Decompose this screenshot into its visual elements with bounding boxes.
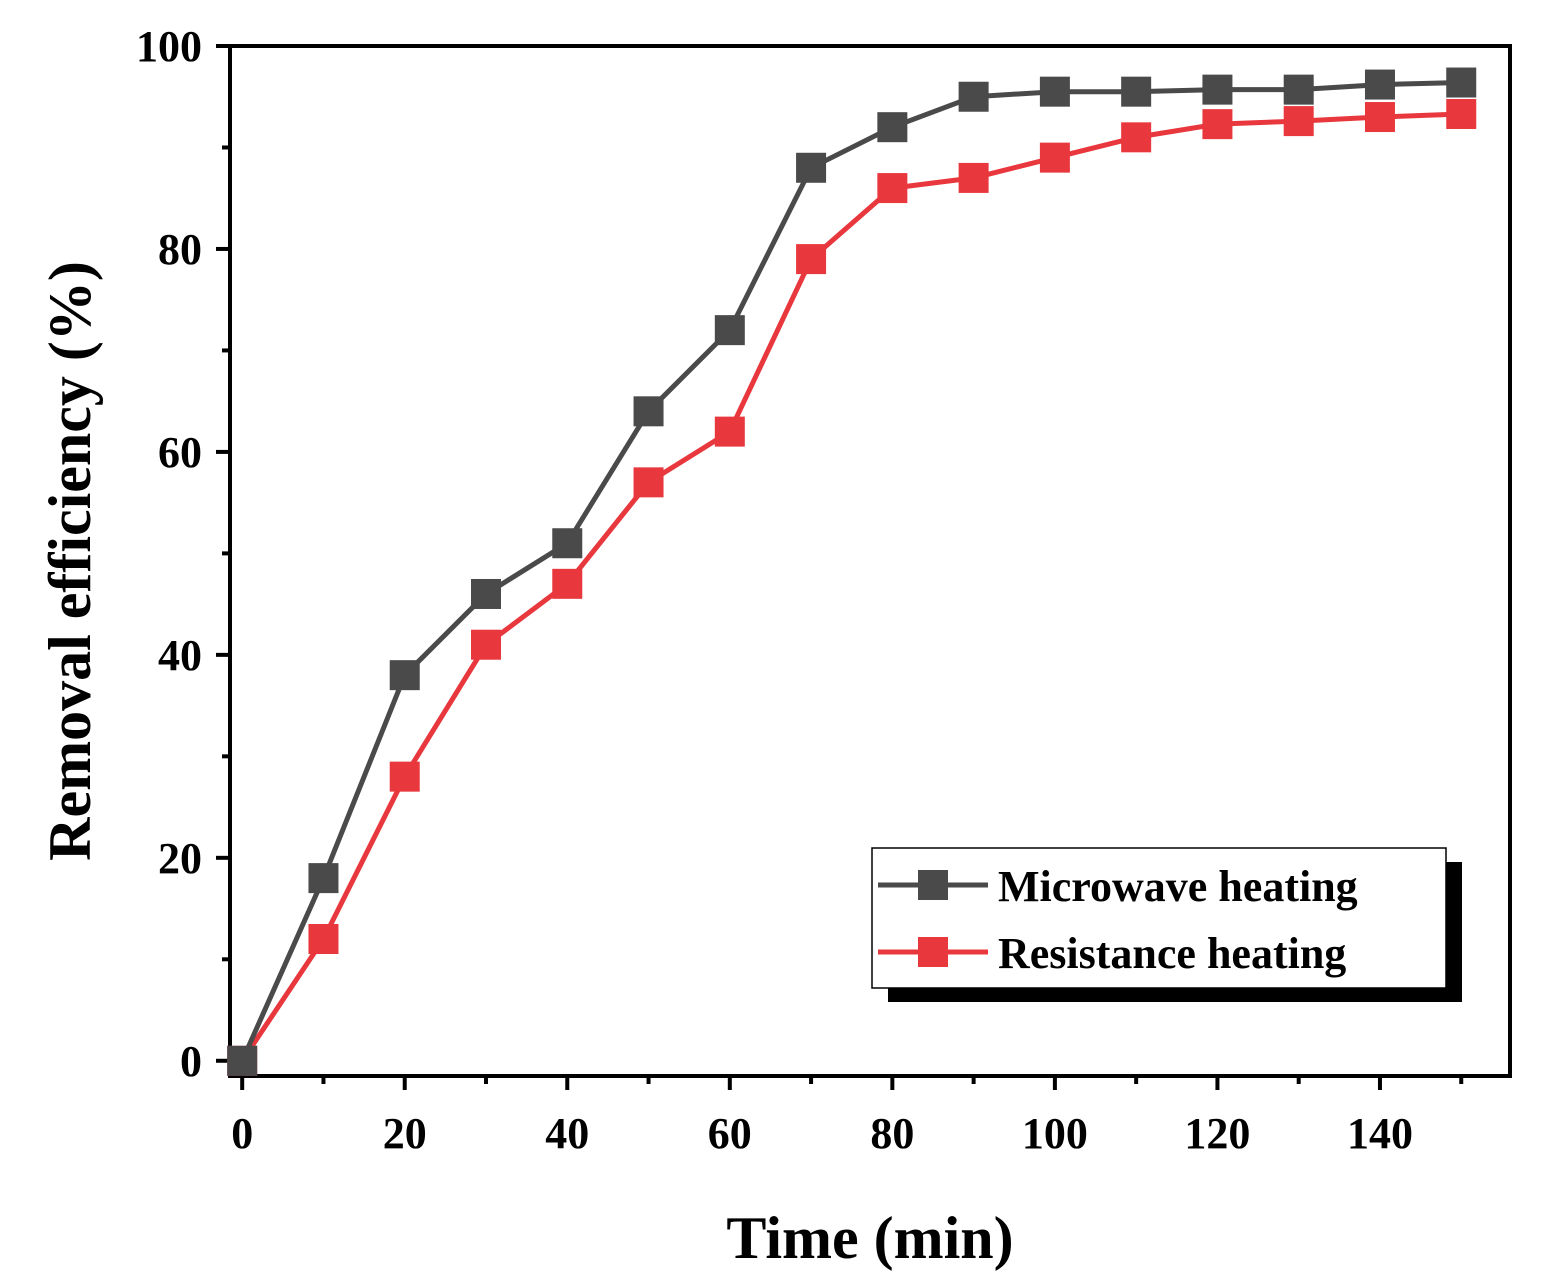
x-axis-title: Time (min)	[726, 1205, 1013, 1271]
data-point-resistance	[1039, 142, 1070, 173]
legend: Microwave heating Resistance heating	[871, 847, 1462, 1002]
data-point-microwave	[308, 863, 339, 894]
y-tick-label: 20	[158, 834, 202, 883]
data-point-resistance	[1446, 98, 1477, 129]
data-point-microwave	[1446, 67, 1477, 98]
data-point-resistance	[633, 467, 664, 498]
data-point-resistance	[1283, 106, 1314, 137]
y-tick-label: 80	[158, 225, 202, 274]
plot-frame	[228, 44, 1512, 1078]
data-point-resistance	[714, 416, 745, 447]
data-point-resistance	[1364, 102, 1395, 133]
x-axis: 0 20 40 60 80 100 120 140	[231, 1076, 1464, 1158]
series-layer	[227, 67, 1477, 1076]
data-point-microwave	[1039, 76, 1070, 107]
x-tick-label: 60	[708, 1109, 752, 1158]
series-resistance	[227, 98, 1477, 1076]
data-point-microwave	[958, 81, 989, 112]
data-point-microwave	[714, 315, 745, 346]
x-tick-label: 40	[545, 1109, 589, 1158]
y-tick-label: 60	[158, 428, 202, 477]
data-point-resistance	[877, 173, 908, 204]
data-point-microwave	[633, 396, 664, 427]
legend-box	[871, 847, 1447, 989]
series-line-resistance	[240, 111, 1462, 1063]
y-tick-label: 0	[180, 1037, 202, 1086]
data-point-microwave	[877, 112, 908, 143]
data-point-resistance	[1202, 109, 1233, 140]
data-point-resistance	[796, 244, 827, 275]
x-tick-label: 20	[383, 1109, 427, 1158]
y-axis-title: Removal efficiency (%)	[37, 261, 103, 861]
series-microwave	[227, 67, 1477, 1076]
x-tick-label: 100	[1022, 1109, 1088, 1158]
legend-label-resistance: Resistance heating	[998, 929, 1346, 978]
data-point-microwave	[1202, 74, 1233, 105]
data-point-microwave	[389, 660, 420, 691]
data-point-resistance	[1121, 122, 1152, 153]
data-point-microwave	[1121, 76, 1152, 107]
x-tick-label: 80	[870, 1109, 914, 1158]
data-point-microwave	[1364, 69, 1395, 100]
data-point-microwave	[796, 152, 827, 183]
series-line-microwave	[239, 80, 1462, 1062]
legend-marker-microwave	[918, 870, 948, 900]
data-point-microwave	[1283, 74, 1314, 105]
data-point-microwave	[471, 578, 501, 609]
legend-label-microwave: Microwave heating	[998, 862, 1358, 911]
data-point-microwave	[227, 1045, 258, 1076]
y-tick-label: 40	[158, 631, 202, 680]
x-tick-label: 0	[231, 1109, 253, 1158]
data-point-resistance	[308, 924, 339, 955]
x-tick-label: 120	[1184, 1109, 1250, 1158]
legend-marker-resistance	[918, 937, 948, 967]
data-point-resistance	[552, 568, 583, 599]
x-tick-label: 140	[1347, 1109, 1413, 1158]
data-point-microwave	[552, 528, 583, 559]
y-axis: 0 20 40 60 80 100	[136, 22, 230, 1086]
y-tick-label: 100	[136, 22, 202, 71]
data-point-resistance	[389, 761, 420, 792]
data-point-resistance	[958, 162, 989, 193]
plot-area	[228, 44, 1512, 1078]
data-point-resistance	[471, 629, 501, 660]
